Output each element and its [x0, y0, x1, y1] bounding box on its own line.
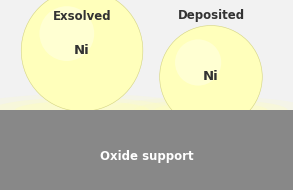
Bar — [0, 110, 293, 190]
Text: Deposited: Deposited — [177, 10, 245, 22]
Ellipse shape — [154, 102, 268, 118]
Circle shape — [40, 6, 94, 61]
Text: Ni: Ni — [203, 70, 219, 83]
Circle shape — [175, 39, 221, 86]
Ellipse shape — [134, 100, 288, 121]
Circle shape — [21, 0, 143, 111]
Text: Oxide support: Oxide support — [100, 150, 193, 163]
Text: Ni: Ni — [74, 44, 90, 57]
Ellipse shape — [0, 94, 201, 127]
Bar — [0, 110, 293, 190]
Ellipse shape — [0, 98, 173, 123]
Circle shape — [160, 25, 262, 128]
Text: Exsolved: Exsolved — [53, 10, 111, 22]
Ellipse shape — [15, 101, 149, 120]
Ellipse shape — [111, 96, 293, 124]
